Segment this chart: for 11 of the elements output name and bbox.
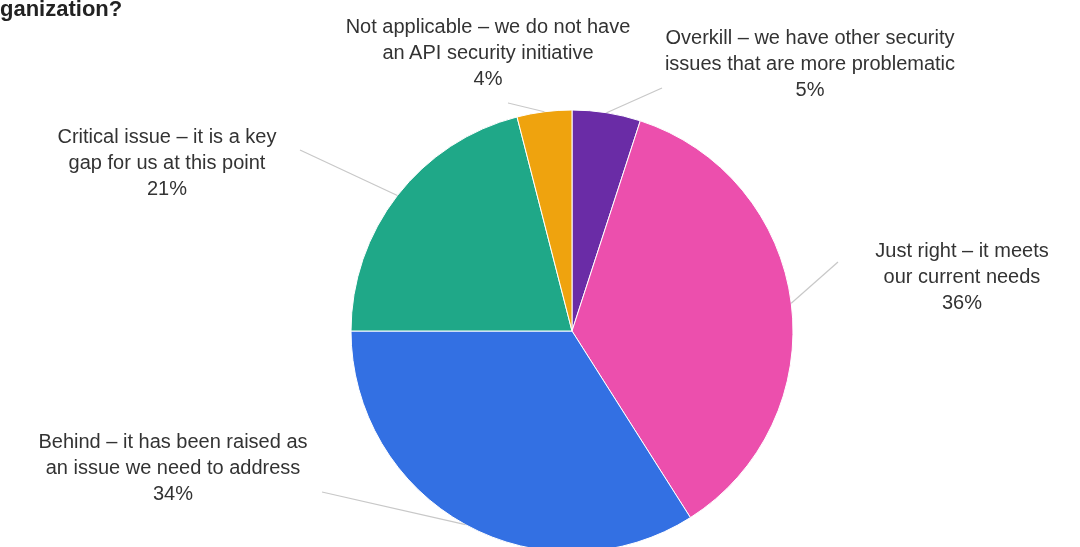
slice-label: Just right – it meets our current needs xyxy=(875,239,1049,287)
data-label: 34% xyxy=(152,482,194,504)
data-label: 36% xyxy=(941,291,983,313)
data-label: 21% xyxy=(146,177,188,199)
slice-label: Not applicable – we do not have an API security initiative xyxy=(345,15,631,63)
chart-title: ganization? xyxy=(0,0,123,22)
slice-label: Overkill – we have other security issues that are more problematic xyxy=(664,26,956,74)
data-label: 5% xyxy=(795,78,825,100)
slice-label: Behind – it has been raised as an issue we need to address xyxy=(38,430,308,478)
slice-label: Critical issue – it is a key gap for us at this point xyxy=(57,125,277,173)
data-label: 4% xyxy=(473,67,503,89)
